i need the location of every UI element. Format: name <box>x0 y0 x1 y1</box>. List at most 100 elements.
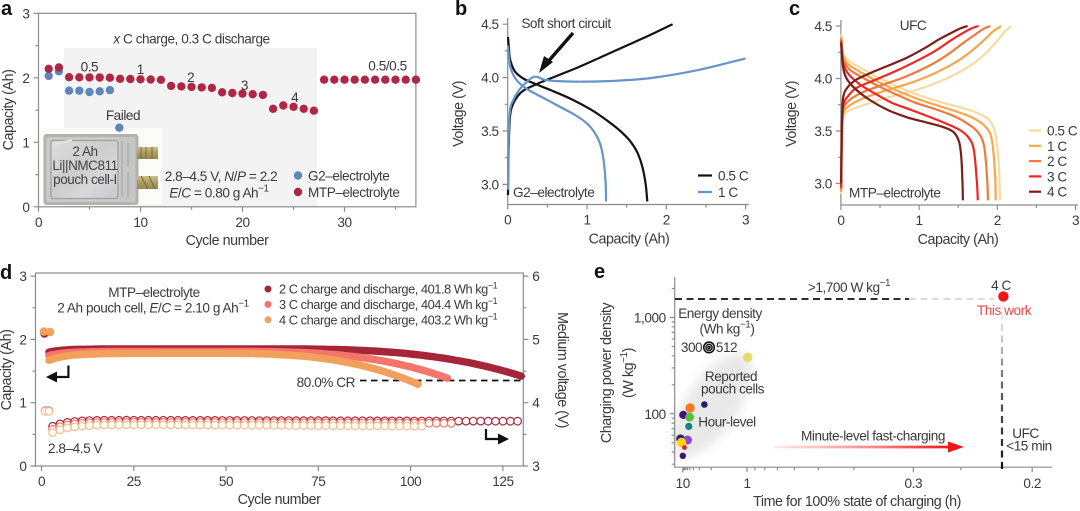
svg-text:4 C charge and discharge, 403.: 4 C charge and discharge, 403.2 Wh kg−1 <box>279 311 498 327</box>
svg-text:pouch cells: pouch cells <box>701 382 765 397</box>
svg-text:pouch cell-I: pouch cell-I <box>53 172 117 187</box>
svg-text:Charging power density: Charging power density <box>599 302 615 444</box>
svg-text:1 C: 1 C <box>718 185 738 200</box>
svg-text:MTP–electrolyte: MTP–electrolyte <box>849 186 940 201</box>
svg-text:2: 2 <box>187 70 194 85</box>
svg-text:0: 0 <box>22 200 30 215</box>
svg-text:1: 1 <box>583 213 590 228</box>
svg-text:3: 3 <box>1072 213 1079 228</box>
svg-text:1: 1 <box>22 135 29 150</box>
svg-text:<15 min: <15 min <box>1006 439 1052 454</box>
svg-text:0.5 C: 0.5 C <box>718 169 749 184</box>
svg-text:3.5: 3.5 <box>481 124 499 139</box>
svg-text:Time for 100% state of chargin: Time for 100% state of charging (h) <box>753 494 961 510</box>
svg-text:Hour-level: Hour-level <box>698 415 756 430</box>
svg-text:0: 0 <box>19 459 27 474</box>
svg-text:0: 0 <box>38 474 46 489</box>
svg-text:20: 20 <box>235 215 250 230</box>
svg-text:4: 4 <box>532 396 540 411</box>
svg-text:100: 100 <box>400 474 422 489</box>
svg-text:3 C: 3 C <box>1047 169 1067 184</box>
svg-text:Cycle number: Cycle number <box>186 233 269 249</box>
svg-text:3: 3 <box>22 6 29 21</box>
svg-text:2: 2 <box>994 213 1001 228</box>
svg-text:Voltage (V): Voltage (V) <box>784 81 800 147</box>
svg-text:G2–electrolyte: G2–electrolyte <box>308 169 389 184</box>
svg-text:x C charge, 0.3 C discharge: x C charge, 0.3 C discharge <box>112 32 269 47</box>
svg-text:UFC: UFC <box>1012 426 1039 441</box>
svg-text:c: c <box>789 0 800 20</box>
svg-text:2 Ah pouch cell, E/C = 2.10 g: 2 Ah pouch cell, E/C = 2.10 g Ah−1 <box>57 299 249 316</box>
svg-text:0.5 C: 0.5 C <box>1047 124 1078 139</box>
svg-text:512: 512 <box>716 340 737 355</box>
svg-text:d: d <box>0 262 12 284</box>
svg-text:1: 1 <box>916 213 923 228</box>
svg-text:0.3: 0.3 <box>905 476 923 491</box>
svg-text:4 C: 4 C <box>991 278 1011 293</box>
svg-text:3: 3 <box>532 459 539 474</box>
svg-text:2: 2 <box>22 71 29 86</box>
svg-text:2 Ah: 2 Ah <box>72 144 97 159</box>
svg-text:1,000: 1,000 <box>634 311 667 326</box>
svg-text:Soft short circuit: Soft short circuit <box>521 16 611 31</box>
svg-text:Medium voltage (V): Medium voltage (V) <box>554 312 570 428</box>
svg-text:2 C charge and discharge, 401.: 2 C charge and discharge, 401.8 Wh kg−1 <box>279 281 498 297</box>
svg-text:50: 50 <box>219 474 234 489</box>
svg-text:4.5: 4.5 <box>481 17 499 32</box>
svg-text:0: 0 <box>837 213 845 228</box>
svg-text:10: 10 <box>133 215 148 230</box>
svg-text:Voltage (V): Voltage (V) <box>451 81 467 147</box>
svg-text:Capacity (Ah): Capacity (Ah) <box>0 330 15 411</box>
svg-text:This work: This work <box>977 303 1032 318</box>
svg-text:30: 30 <box>337 215 352 230</box>
svg-text:Energy density: Energy density <box>678 306 762 321</box>
svg-text:3: 3 <box>742 213 749 228</box>
svg-text:e: e <box>594 261 605 283</box>
svg-text:4 C: 4 C <box>1047 185 1067 200</box>
svg-text:4.0: 4.0 <box>481 71 499 86</box>
svg-text:2: 2 <box>19 332 26 347</box>
svg-text:4.0: 4.0 <box>814 72 832 87</box>
svg-text:0: 0 <box>504 213 512 228</box>
svg-text:Li||NMC811: Li||NMC811 <box>52 158 117 173</box>
svg-text:3.0: 3.0 <box>481 177 499 192</box>
svg-text:3: 3 <box>19 269 26 284</box>
svg-text:b: b <box>455 0 467 20</box>
svg-text:125: 125 <box>492 474 513 489</box>
svg-text:100: 100 <box>644 407 666 422</box>
svg-text:1: 1 <box>137 62 144 77</box>
svg-text:MTP–electrolyte: MTP–electrolyte <box>108 285 199 300</box>
svg-text:1: 1 <box>19 396 26 411</box>
svg-text:80.0% CR: 80.0% CR <box>297 375 356 390</box>
svg-text:1: 1 <box>743 476 750 491</box>
svg-text:G2–electrolyte: G2–electrolyte <box>513 185 594 200</box>
svg-text:UFC: UFC <box>900 18 927 33</box>
svg-text:4: 4 <box>291 90 299 105</box>
svg-text:0: 0 <box>35 215 43 230</box>
svg-text:3 C charge and discharge, 404.: 3 C charge and discharge, 404.4 Wh kg−1 <box>279 296 498 312</box>
svg-text:MTP–electrolyte: MTP–electrolyte <box>308 185 399 200</box>
svg-text:2 C: 2 C <box>1047 154 1067 169</box>
svg-text:Minute-level fast-charging: Minute-level fast-charging <box>801 429 945 444</box>
svg-text:E/C = 0.80 g Ah−1: E/C = 0.80 g Ah−1 <box>169 184 269 201</box>
svg-text:4.5: 4.5 <box>814 19 832 34</box>
svg-text:3.0: 3.0 <box>814 177 832 192</box>
svg-text:>1,700 W kg−1: >1,700 W kg−1 <box>808 278 891 295</box>
svg-text:5: 5 <box>532 332 539 347</box>
svg-text:2.8–4.5 V: 2.8–4.5 V <box>48 441 103 456</box>
svg-text:a: a <box>1 0 13 20</box>
svg-text:2.8–4.5 V, N/P = 2.2: 2.8–4.5 V, N/P = 2.2 <box>165 169 278 184</box>
svg-text:Failed: Failed <box>106 108 140 123</box>
svg-text:1 C: 1 C <box>1047 139 1067 154</box>
svg-text:Capacity (Ah): Capacity (Ah) <box>918 232 999 248</box>
svg-text:300: 300 <box>681 340 703 355</box>
svg-text:10: 10 <box>676 476 691 491</box>
svg-text:0.2: 0.2 <box>1023 476 1041 491</box>
svg-text:Cycle number: Cycle number <box>238 492 321 508</box>
svg-text:25: 25 <box>127 474 141 489</box>
svg-text:Capacity (Ah): Capacity (Ah) <box>589 232 670 248</box>
svg-text:0.5/0.5: 0.5/0.5 <box>368 58 406 73</box>
svg-text:6: 6 <box>532 269 539 284</box>
svg-text:Reported: Reported <box>705 369 757 384</box>
svg-text:2: 2 <box>663 213 670 228</box>
